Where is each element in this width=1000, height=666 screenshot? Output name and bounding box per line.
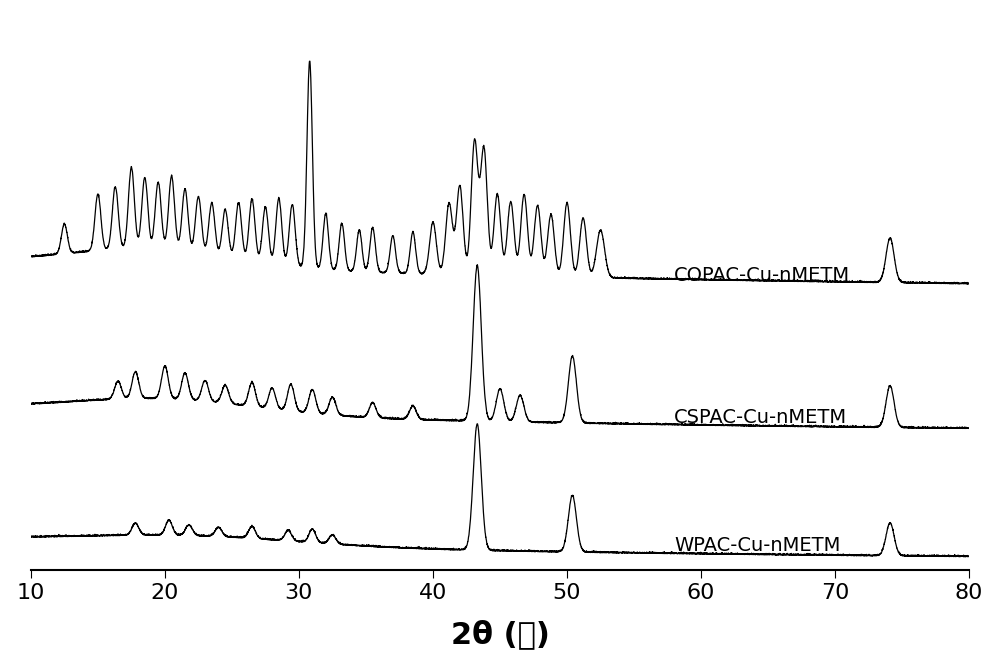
X-axis label: 2θ (度): 2θ (度): [451, 619, 549, 649]
Text: COPAC-Cu-nMETM: COPAC-Cu-nMETM: [674, 266, 850, 285]
Text: WPAC-Cu-nMETM: WPAC-Cu-nMETM: [674, 536, 841, 555]
Text: CSPAC-Cu-nMETM: CSPAC-Cu-nMETM: [674, 408, 847, 428]
